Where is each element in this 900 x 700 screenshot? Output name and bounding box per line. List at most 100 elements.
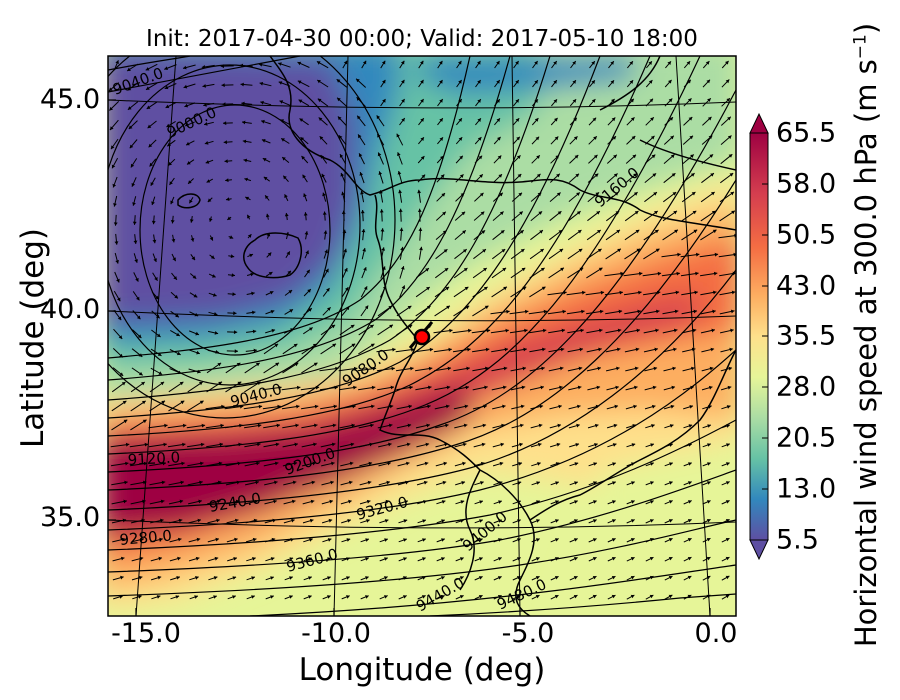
wind-vector-head	[555, 481, 559, 485]
wind-vector-head	[689, 405, 693, 409]
wind-vector-head	[669, 117, 673, 121]
wind-vector-head	[255, 480, 259, 485]
wind-vector-head	[635, 229, 640, 234]
wind-vector-head	[159, 537, 163, 542]
wind-vector-head	[234, 537, 238, 542]
wind-vector-head	[177, 537, 182, 542]
wind-vector-head	[284, 213, 289, 217]
wind-vector-head	[522, 366, 526, 371]
wind-vector-head	[182, 442, 186, 447]
wind-vector-head	[505, 328, 509, 333]
wind-vector-head	[407, 423, 412, 428]
wind-vector-head	[131, 183, 136, 187]
wind-vector-head	[726, 98, 730, 102]
wind-vector-head	[441, 576, 445, 580]
wind-vector-head	[193, 294, 198, 298]
wind-vector-head	[234, 349, 238, 354]
wind-vector-head	[201, 423, 206, 428]
wind-vector-head	[442, 480, 447, 485]
wind-vector-head	[213, 595, 217, 599]
wind-vector-head	[537, 462, 541, 466]
wind-vector-head	[654, 229, 659, 234]
wind-vector-head	[109, 106, 113, 111]
wind-vector-head	[426, 305, 431, 310]
wind-vector-head	[403, 519, 408, 523]
wind-vector-head	[478, 595, 483, 599]
wind-vector-head	[372, 366, 377, 371]
wind-vector-head	[708, 135, 713, 140]
wind-vector-head	[651, 154, 656, 159]
wind-vector-head	[668, 98, 673, 103]
wind-vector	[205, 405, 225, 410]
wind-vector-head	[405, 480, 409, 485]
wind-vector-head	[592, 557, 597, 561]
wind-vector-head	[675, 290, 680, 295]
wind-vector-head	[574, 500, 578, 504]
wind-vector-head	[237, 461, 241, 466]
wind-vector-head	[559, 366, 564, 371]
wind-vector-head	[111, 164, 116, 169]
wind-vector-head	[439, 99, 443, 103]
wind-vector-head	[633, 192, 638, 196]
wind-vector-head	[243, 158, 248, 163]
wind-vector-head	[217, 499, 221, 504]
wind-vector-head	[478, 155, 483, 160]
wind-vector-head	[199, 400, 204, 405]
wind-vector-head	[175, 313, 179, 318]
wind-vector-head	[667, 61, 671, 65]
wind-vector-head	[633, 404, 637, 409]
wind-vector-head	[110, 126, 114, 130]
wind-vector-head	[482, 249, 486, 253]
wind-vector-head	[561, 328, 565, 333]
wind-vector-head	[654, 211, 658, 215]
wind-vector-head	[204, 122, 208, 126]
wind-vector-head	[307, 289, 311, 293]
wind-vector-head	[439, 60, 443, 65]
wind-vector-head	[517, 481, 522, 485]
wind-vector-head	[327, 307, 331, 311]
wind-vector-head	[117, 297, 121, 302]
wind-vector-head	[216, 518, 220, 523]
wind-vector-head	[139, 556, 144, 561]
wind-vector-head	[261, 139, 266, 143]
wind-vector-head	[712, 229, 717, 234]
wind-vector-head	[727, 116, 731, 121]
wind-vector-head	[382, 79, 386, 84]
wind-vector-head	[365, 538, 369, 542]
wind-vector-head	[151, 220, 156, 225]
wind-vector-head	[331, 324, 336, 329]
wind-vector-head	[516, 576, 521, 580]
wind-vector-head	[127, 87, 132, 91]
wind-vector-head	[385, 499, 390, 504]
wind-vector-head	[498, 557, 502, 561]
wind-vector-head	[117, 316, 122, 321]
wind-vector-head	[573, 595, 578, 599]
wind-vector-head	[137, 334, 142, 338]
wind-vector-head	[316, 61, 321, 65]
wind-vector-head	[573, 117, 577, 122]
wind-vector-head	[460, 576, 464, 580]
wind-vector-head	[596, 211, 600, 215]
wind-vector-head	[169, 181, 173, 185]
wind-vector-head	[239, 423, 243, 428]
wind-vector-head	[506, 309, 510, 314]
wind-vector-head	[420, 137, 424, 141]
wind-vector-head	[670, 154, 675, 159]
wind-vector-head	[441, 500, 446, 504]
wind-vector-head	[422, 538, 426, 542]
wind-vector-head	[598, 267, 603, 272]
wind-vector-head	[231, 273, 235, 278]
wind-vector-head	[480, 481, 484, 485]
wind-vector-head	[241, 101, 245, 106]
wind-vector-head	[397, 171, 402, 175]
wind-vector-head	[516, 155, 521, 159]
colorbar-tick-label: 65.5	[776, 117, 837, 149]
wind-vector-head	[464, 404, 469, 409]
wind-vector-head	[384, 576, 388, 580]
wind-vector-head	[424, 461, 429, 466]
wind-vector-head	[379, 190, 383, 194]
wind-vector-head	[574, 155, 579, 159]
wind-vector-head	[725, 556, 730, 561]
wind-vector-head	[125, 461, 129, 466]
wind-vector-head	[338, 135, 343, 139]
